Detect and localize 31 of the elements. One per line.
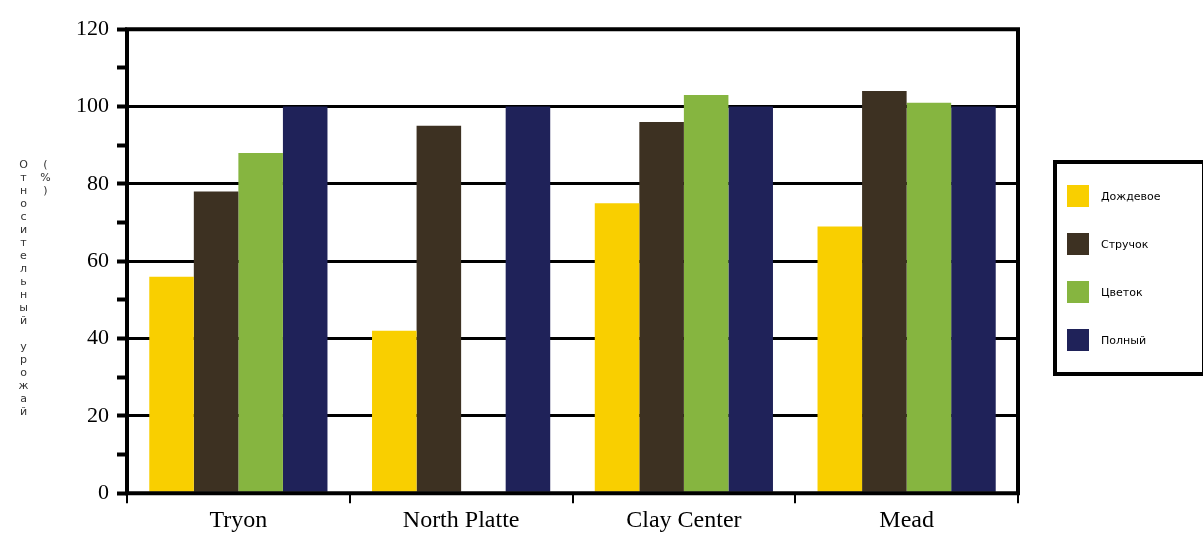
bar bbox=[149, 276, 194, 492]
y-tick-label: 100 bbox=[76, 92, 109, 118]
y-tick-label: 80 bbox=[87, 169, 109, 195]
x-tick-label: Clay Center bbox=[626, 505, 742, 532]
bar bbox=[951, 106, 996, 492]
bar bbox=[639, 122, 684, 492]
y-tick-label: 20 bbox=[87, 401, 109, 427]
x-tick-label: Tryon bbox=[209, 505, 268, 532]
legend-label: Полный bbox=[1101, 333, 1147, 347]
legend-label: Стручок bbox=[1101, 237, 1149, 251]
x-tick-label: Mead bbox=[879, 505, 934, 532]
bar bbox=[594, 203, 640, 492]
bar bbox=[683, 94, 729, 492]
bar bbox=[282, 106, 328, 492]
bar bbox=[372, 330, 417, 492]
bar bbox=[728, 106, 773, 492]
y-tick-label: 60 bbox=[87, 246, 109, 272]
legend-label: Цветок bbox=[1101, 285, 1143, 299]
bar bbox=[906, 102, 952, 492]
bar bbox=[193, 191, 239, 492]
x-tick-label: North Platte bbox=[402, 505, 520, 532]
y-axis-title: Относительный урожай (%) bbox=[16, 158, 53, 420]
bar bbox=[862, 91, 907, 492]
bar bbox=[505, 106, 551, 492]
bar bbox=[817, 226, 863, 492]
y-tick-label: 120 bbox=[76, 14, 109, 40]
y-tick-label: 40 bbox=[87, 324, 109, 350]
bar bbox=[238, 152, 283, 492]
y-tick-label: 0 bbox=[98, 478, 109, 504]
legend-label: Дождевое bbox=[1101, 189, 1161, 203]
bar bbox=[416, 125, 462, 492]
